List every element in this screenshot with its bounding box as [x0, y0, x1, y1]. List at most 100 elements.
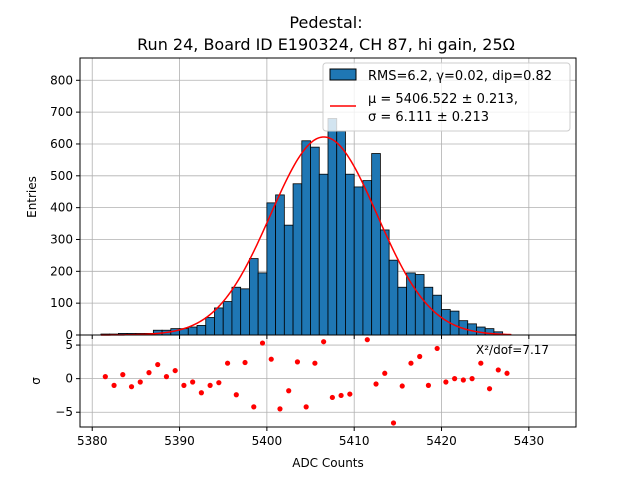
chart-title: Pedestal: [289, 13, 362, 32]
top-y-tick-label: 500 [50, 169, 73, 183]
bottom-y-tick-label: 0 [65, 372, 73, 386]
residual-point [146, 370, 152, 376]
top-y-tick-label: 200 [50, 264, 73, 278]
histogram-bar [327, 118, 338, 336]
residual-point [259, 340, 266, 346]
histogram-bar [205, 317, 215, 336]
histogram-bar [266, 202, 277, 336]
histogram-bar [283, 224, 294, 336]
legend-histogram-label: RMS=6.2, γ=0.02, dip=0.82 [368, 69, 552, 84]
chi2-annotation: X²/dof=7.17 [476, 343, 549, 357]
residual-point [224, 360, 231, 366]
legend: RMS=6.2, γ=0.02, dip=0.82 μ = 5406.522 ±… [322, 62, 571, 132]
histogram-bar [257, 272, 268, 336]
x-axis-label: ADC Counts [292, 456, 364, 470]
histogram-bar [353, 186, 364, 336]
residual-point [347, 391, 353, 397]
residual-points [102, 337, 510, 426]
histogram-bar [388, 259, 399, 336]
residual-point [216, 380, 222, 386]
residual-point [181, 382, 187, 388]
histogram-bar [371, 153, 381, 336]
residual-point [286, 388, 292, 394]
residual-point [242, 359, 248, 366]
histogram-bar [397, 286, 407, 336]
bottom-y-axis-label: σ [29, 377, 43, 385]
residual-point [137, 379, 143, 385]
histogram-bar [345, 173, 355, 336]
top-y-tick-label: 600 [50, 137, 73, 151]
axes-frames [79, 57, 577, 428]
histogram-bar [249, 258, 259, 336]
residual-point [434, 345, 440, 352]
residual-point [469, 376, 475, 382]
legend-histogram-swatch [329, 68, 357, 81]
histogram-bar [240, 288, 250, 336]
residual-point [321, 339, 327, 345]
histogram-bar [310, 146, 320, 336]
legend-fit-label-sigma: σ = 6.111 ± 0.213 [368, 110, 489, 125]
residual-point [390, 420, 397, 426]
histogram-bar [362, 180, 373, 336]
residual-point [233, 392, 239, 398]
top-y-tick-label: 700 [50, 105, 73, 119]
residual-point [207, 382, 213, 388]
residual-point [251, 404, 257, 410]
residual-point [277, 406, 283, 412]
histogram-bar [187, 326, 198, 336]
residual-point [338, 392, 344, 399]
residual-point [408, 360, 414, 366]
residual-point [478, 360, 484, 366]
residual-point [190, 379, 196, 385]
residual-point [155, 361, 161, 368]
residual-point [417, 353, 423, 360]
histogram-bar [379, 229, 390, 336]
histogram-bar [196, 325, 207, 336]
top-y-axis-label: Entries [25, 176, 39, 218]
top-y-tick-label: 300 [50, 232, 73, 246]
legend-fit-label-mu: μ = 5406.522 ± 0.213, [368, 92, 518, 107]
residual-point [452, 376, 458, 382]
x-tick-label: 5430 [514, 434, 545, 448]
residual-point [102, 374, 108, 380]
histogram-bar [336, 130, 346, 336]
bottom-grid [80, 335, 576, 427]
histogram-bar [222, 301, 233, 336]
residual-point [329, 394, 335, 401]
histogram-bar [423, 286, 434, 336]
histogram-bar [231, 286, 242, 336]
histogram-bar [292, 183, 303, 336]
residual-point [486, 386, 493, 392]
residual-point [312, 360, 318, 366]
residual-point [382, 370, 388, 376]
histogram-bar [301, 140, 311, 336]
bottom-axes-frame [79, 334, 577, 428]
residual-point [399, 383, 405, 389]
x-tick-label: 5410 [339, 434, 370, 448]
histogram-bar [414, 274, 425, 336]
residual-point [504, 370, 510, 376]
bottom-y-tick-label: −5 [55, 405, 73, 419]
residual-point [303, 404, 309, 410]
residual-point [172, 367, 178, 374]
histogram-bar [318, 173, 329, 336]
residual-point [425, 382, 432, 388]
histogram-bar [476, 326, 486, 336]
residual-point [111, 382, 117, 388]
residual-point [120, 372, 126, 378]
legend-box [322, 62, 571, 132]
histogram-bar [275, 194, 285, 336]
residual-point [495, 367, 501, 373]
gaussian-fit-curve [100, 136, 512, 336]
histogram-bar [214, 307, 224, 336]
residual-point [294, 359, 301, 365]
top-y-tick-label: 400 [50, 201, 73, 215]
residual-point [268, 356, 274, 362]
residual-point [364, 337, 370, 343]
histogram-bars [100, 118, 504, 336]
chart-subtitle: Run 24, Board ID E190324, CH 87, hi gain… [137, 35, 515, 54]
top-y-tick-label: 100 [50, 296, 73, 310]
bottom-y-tick-label: 5 [65, 338, 73, 352]
